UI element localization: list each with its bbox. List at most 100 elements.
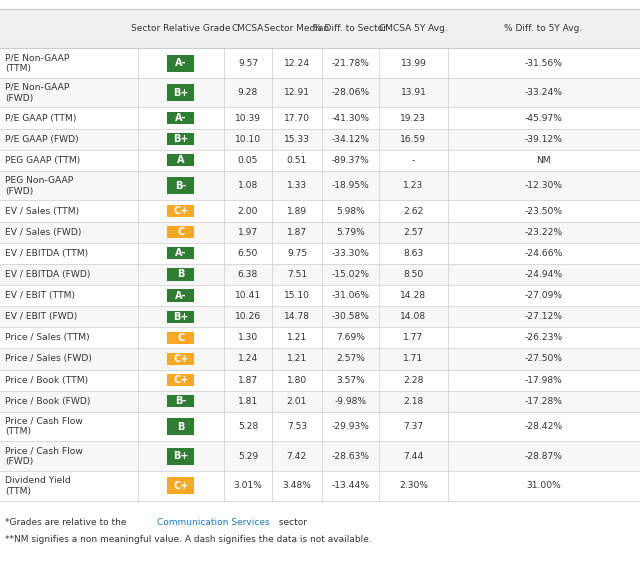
Text: 0.05: 0.05	[238, 156, 258, 165]
Text: -89.37%: -89.37%	[332, 156, 369, 165]
Bar	[0, 441, 640, 471]
Text: C+: C+	[173, 481, 189, 491]
Text: A-: A-	[175, 290, 186, 300]
Text: 12.91: 12.91	[284, 88, 310, 97]
Text: **NM signifies a non meaningful value. A dash signifies the data is not availabl: **NM signifies a non meaningful value. A…	[5, 535, 372, 544]
Bar	[167, 112, 194, 124]
Bar	[167, 418, 194, 435]
Text: -27.50%: -27.50%	[524, 354, 563, 363]
Text: 2.57: 2.57	[403, 228, 424, 237]
Text: -31.56%: -31.56%	[524, 59, 563, 68]
Text: -17.28%: -17.28%	[524, 397, 563, 406]
Text: C+: C+	[173, 375, 189, 385]
Text: A-: A-	[175, 58, 186, 68]
Text: EV / EBIT (FWD): EV / EBIT (FWD)	[5, 312, 77, 321]
Bar	[0, 9, 640, 48]
Text: -33.30%: -33.30%	[332, 249, 369, 258]
Text: 5.28: 5.28	[238, 422, 258, 431]
Text: 7.37: 7.37	[403, 422, 424, 431]
Text: -17.98%: -17.98%	[525, 375, 562, 385]
Bar	[0, 412, 640, 441]
Bar	[0, 285, 640, 306]
Text: 3.57%: 3.57%	[336, 375, 365, 385]
Bar	[0, 129, 640, 150]
Bar	[167, 205, 194, 217]
Text: P/E Non-GAAP
(TTM): P/E Non-GAAP (TTM)	[5, 53, 70, 73]
Bar	[167, 55, 194, 72]
Text: Sector Relative Grade: Sector Relative Grade	[131, 24, 230, 33]
Text: 8.63: 8.63	[403, 249, 424, 258]
Text: Price / Cash Flow
(FWD): Price / Cash Flow (FWD)	[5, 446, 83, 466]
Bar	[167, 247, 194, 260]
Text: sector: sector	[276, 518, 307, 527]
Bar	[0, 222, 640, 243]
Text: 1.30: 1.30	[238, 333, 258, 342]
Text: 31.00%: 31.00%	[526, 481, 561, 490]
Text: % Diff. to 5Y Avg.: % Diff. to 5Y Avg.	[504, 24, 582, 33]
Text: Price / Book (TTM): Price / Book (TTM)	[5, 375, 88, 385]
Bar	[167, 154, 194, 166]
Bar	[0, 78, 640, 108]
Text: -26.23%: -26.23%	[524, 333, 563, 342]
Text: 1.33: 1.33	[287, 181, 307, 190]
Bar	[167, 332, 194, 344]
Bar	[167, 374, 194, 386]
Text: Communication Services: Communication Services	[157, 518, 269, 527]
Text: 5.79%: 5.79%	[336, 228, 365, 237]
Text: NM: NM	[536, 156, 550, 165]
Text: A-: A-	[175, 113, 186, 123]
Text: 2.18: 2.18	[403, 397, 424, 406]
Text: A: A	[177, 155, 184, 165]
Text: 6.50: 6.50	[238, 249, 258, 258]
Bar	[167, 448, 194, 464]
Text: -28.42%: -28.42%	[524, 422, 563, 431]
Text: -30.58%: -30.58%	[332, 312, 369, 321]
Text: 7.44: 7.44	[403, 452, 424, 460]
Text: 2.28: 2.28	[403, 375, 424, 385]
Text: -45.97%: -45.97%	[524, 113, 563, 123]
Text: -23.22%: -23.22%	[524, 228, 563, 237]
Text: -28.87%: -28.87%	[524, 452, 563, 460]
Text: 1.23: 1.23	[403, 181, 424, 190]
Text: B-: B-	[175, 396, 186, 406]
Text: -: -	[412, 156, 415, 165]
Text: Price / Sales (TTM): Price / Sales (TTM)	[5, 333, 90, 342]
Text: C+: C+	[173, 206, 189, 216]
Text: 10.10: 10.10	[235, 134, 261, 144]
Text: B+: B+	[173, 312, 189, 322]
Text: 10.26: 10.26	[235, 312, 261, 321]
Bar	[0, 243, 640, 264]
Text: 12.24: 12.24	[284, 59, 310, 68]
Text: C: C	[177, 333, 184, 343]
Text: -18.95%: -18.95%	[332, 181, 369, 190]
Bar	[0, 171, 640, 200]
Bar	[0, 306, 640, 327]
Text: B: B	[177, 269, 184, 279]
Text: 15.33: 15.33	[284, 134, 310, 144]
Text: B+: B+	[173, 88, 189, 98]
Text: 1.77: 1.77	[403, 333, 424, 342]
Text: 2.30%: 2.30%	[399, 481, 428, 490]
Text: 2.01: 2.01	[287, 397, 307, 406]
Text: EV / Sales (FWD): EV / Sales (FWD)	[5, 228, 81, 237]
Text: 10.41: 10.41	[235, 291, 261, 300]
Text: 3.48%: 3.48%	[282, 481, 312, 490]
Text: -21.78%: -21.78%	[332, 59, 369, 68]
Bar	[167, 226, 194, 238]
Text: B-: B-	[175, 180, 186, 191]
Text: 1.80: 1.80	[287, 375, 307, 385]
Text: -9.98%: -9.98%	[334, 397, 366, 406]
Text: 7.53: 7.53	[287, 422, 307, 431]
Text: 7.42: 7.42	[287, 452, 307, 460]
Text: P/E Non-GAAP
(FWD): P/E Non-GAAP (FWD)	[5, 83, 70, 102]
Bar	[167, 177, 194, 194]
Bar	[167, 311, 194, 323]
Bar	[167, 133, 194, 146]
Bar	[0, 370, 640, 391]
Text: P/E GAAP (TTM): P/E GAAP (TTM)	[5, 113, 77, 123]
Bar	[0, 327, 640, 349]
Text: 1.89: 1.89	[287, 207, 307, 215]
Text: 19.23: 19.23	[401, 113, 426, 123]
Text: -34.12%: -34.12%	[332, 134, 369, 144]
Text: 9.57: 9.57	[238, 59, 258, 68]
